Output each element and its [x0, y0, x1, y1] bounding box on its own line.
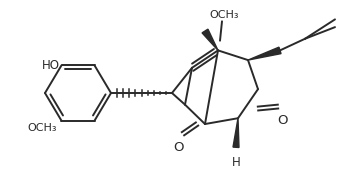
Polygon shape — [233, 118, 239, 147]
Text: H: H — [232, 156, 240, 169]
Text: OCH₃: OCH₃ — [27, 123, 57, 133]
Text: O: O — [277, 114, 287, 127]
Polygon shape — [248, 47, 281, 60]
Text: OCH₃: OCH₃ — [209, 10, 239, 20]
Text: O: O — [174, 141, 184, 154]
Text: HO: HO — [42, 59, 59, 72]
Polygon shape — [202, 29, 218, 50]
